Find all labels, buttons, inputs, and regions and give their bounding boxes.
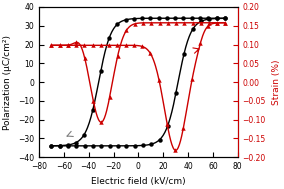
X-axis label: Electric field (kV/cm): Electric field (kV/cm) bbox=[91, 177, 186, 186]
Y-axis label: Strain (%): Strain (%) bbox=[272, 59, 281, 105]
Y-axis label: Polarization (μC/cm²): Polarization (μC/cm²) bbox=[3, 35, 12, 129]
